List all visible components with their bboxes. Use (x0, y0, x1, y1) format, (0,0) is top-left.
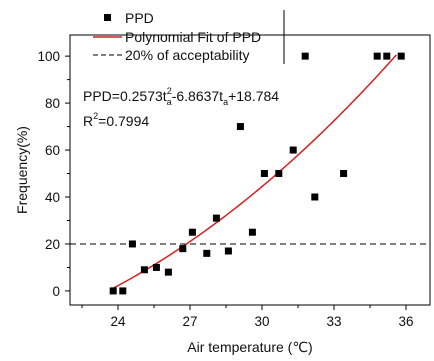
data-point (248, 228, 256, 236)
x-tick-label: 27 (182, 314, 197, 329)
data-points-layer (109, 52, 405, 295)
legend-marker-ppd (104, 14, 111, 21)
x-tick-label: 24 (110, 314, 126, 329)
fit-curve-layer (112, 54, 397, 289)
y-tick-label: 20 (45, 237, 60, 252)
y-tick-label: 80 (45, 96, 60, 111)
data-point (373, 52, 381, 60)
data-point (260, 170, 268, 178)
y-tick-label: 40 (45, 190, 60, 205)
legend-label-fit: Polynomial Fit of PPD (125, 29, 261, 45)
x-tick-label: 36 (398, 314, 413, 329)
legend: PPD Polynomial Fit of PPD 20% of accepta… (93, 10, 285, 64)
data-point (179, 245, 187, 253)
data-point (128, 240, 136, 248)
data-point (152, 263, 160, 271)
data-point (140, 266, 148, 274)
data-point (301, 52, 309, 60)
x-tick-label: 30 (254, 314, 269, 329)
data-point (203, 249, 211, 257)
legend-label-ppd: PPD (125, 10, 154, 26)
fit-curve (112, 54, 397, 289)
data-point (224, 247, 232, 255)
data-point (383, 52, 391, 60)
data-point (164, 268, 172, 276)
x-tick-label: 33 (326, 314, 341, 329)
data-point (275, 170, 283, 178)
data-point (289, 146, 297, 154)
plot-border (69, 34, 431, 306)
y-axis-title: Frequency(%) (14, 126, 30, 214)
data-point (188, 228, 196, 236)
data-point (340, 170, 348, 178)
x-axis-title: Air temperature (℃) (187, 339, 312, 355)
y-tick-label: 60 (45, 143, 60, 158)
legend-label-acceptability: 20% of acceptability (125, 47, 250, 63)
y-tick-label: 0 (52, 284, 60, 299)
data-point (236, 123, 244, 131)
y-tick-label: 100 (37, 49, 60, 64)
data-point (109, 287, 117, 295)
data-point (212, 214, 220, 222)
fit-equation: PPD=0.2573ta2-6.8637ta+18.784 (83, 86, 279, 107)
data-point (311, 193, 319, 201)
data-point (119, 287, 127, 295)
data-point (397, 52, 405, 60)
axis-ticks-layer: 24 27 30 33 36 0 20 40 60 80 100 (37, 49, 413, 329)
r-squared: R2=0.7994 (83, 111, 149, 129)
plot-area (69, 34, 431, 306)
